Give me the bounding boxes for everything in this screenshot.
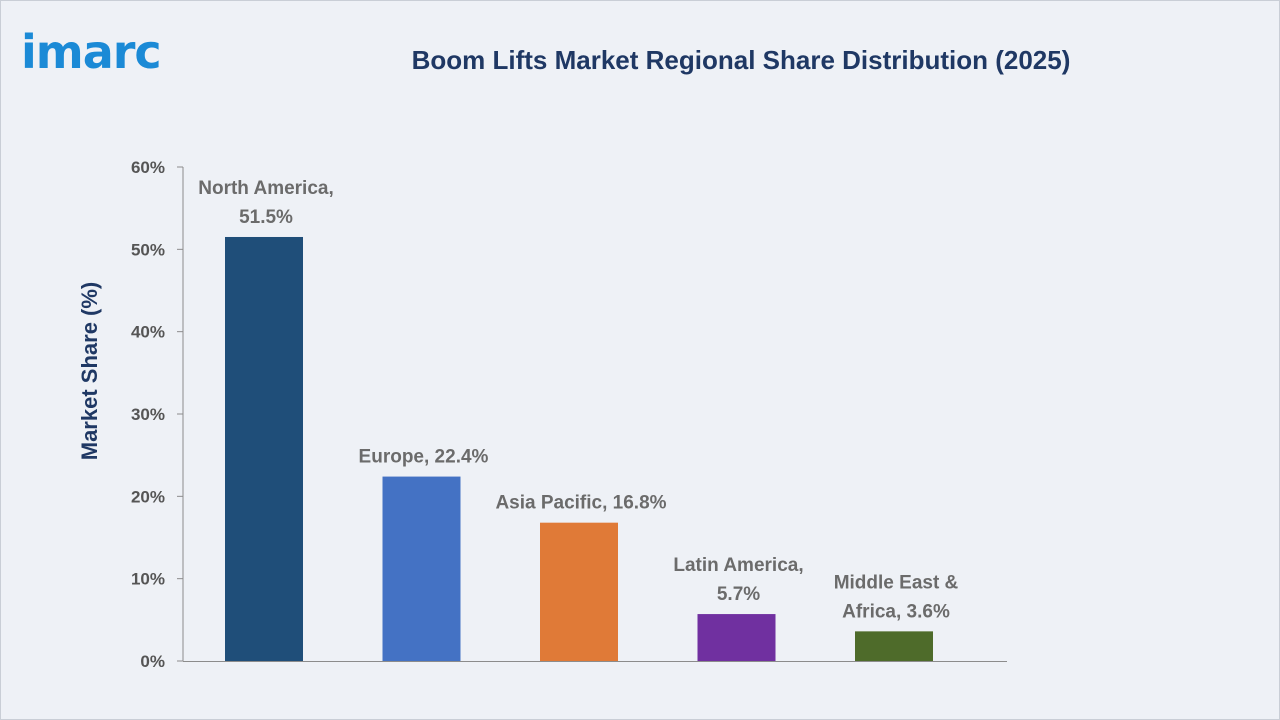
data-label: Latin America, <box>673 555 803 576</box>
data-label: Africa, 3.6% <box>842 601 950 622</box>
bars <box>225 236 933 661</box>
data-label: 5.7% <box>717 584 760 605</box>
bar-asia-pacific <box>540 522 618 661</box>
y-tick-label: 20% <box>131 487 165 506</box>
bar-latin-america <box>697 614 776 661</box>
imarc-logo: imarc <box>21 25 162 79</box>
y-tick-label: 40% <box>131 323 165 342</box>
data-label: Europe, 22.4% <box>359 447 489 468</box>
data-label: Middle East & <box>834 572 959 593</box>
chart-title: Boom Lifts Market Regional Share Distrib… <box>411 45 1071 75</box>
y-tick-label: 30% <box>131 405 165 424</box>
data-label: 51.5% <box>239 207 293 228</box>
y-axis-title: Market Share (%) <box>77 282 102 461</box>
data-label: North America, <box>198 178 334 199</box>
bar-europe <box>382 476 461 661</box>
data-label: Asia Pacific, 16.8% <box>495 493 666 514</box>
y-tick-label: 0% <box>140 652 165 671</box>
bar-middle-east-africa <box>855 631 933 661</box>
bar-north-america <box>225 236 303 661</box>
y-tick-label: 60% <box>131 158 165 177</box>
y-tick-label: 50% <box>131 240 165 259</box>
y-axis: 0% 10% 20% 30% 40% 50% 60% <box>131 158 1007 671</box>
y-tick-label: 10% <box>131 570 165 589</box>
data-labels: North America, 51.5% Europe, 22.4% Asia Pac… <box>198 178 958 622</box>
